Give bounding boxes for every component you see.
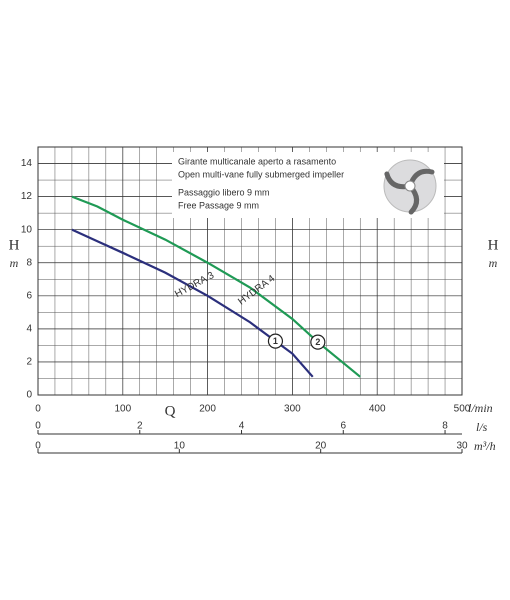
y-tick-label: 10: [21, 224, 33, 235]
x2-tick-label: 8: [442, 421, 448, 432]
impeller-icon: [383, 159, 437, 215]
x3-tick-label: 0: [35, 441, 41, 452]
y-tick-label: 8: [26, 257, 32, 268]
x3-unit: m³/h: [474, 439, 496, 453]
curve-marker-label: 2: [315, 337, 320, 347]
y-label-right: H: [488, 237, 499, 253]
series-line: [71, 228, 314, 378]
x-tick-label: 300: [284, 404, 301, 415]
curve-marker: [267, 333, 284, 349]
x3-tick-label: 10: [174, 441, 186, 452]
x-tick-label: 500: [454, 404, 471, 415]
y-label: H: [9, 237, 20, 253]
x-tick-label: 200: [199, 404, 216, 415]
q-label: Q: [165, 403, 176, 419]
x2-tick-label: 2: [137, 421, 143, 432]
x-unit: l/min: [468, 401, 493, 415]
x3-tick-label: 20: [315, 441, 327, 452]
annotation: Open multi-vane fully submerged impeller: [178, 169, 344, 179]
y-unit: m: [10, 256, 19, 270]
x2-unit: l/s: [476, 420, 488, 434]
annotation: Free Passage 9 mm: [178, 200, 259, 210]
y-unit-right: m: [489, 256, 498, 270]
x-tick-label: 100: [114, 404, 131, 415]
y-tick-label: 4: [26, 324, 32, 335]
y-tick-label: 2: [26, 357, 32, 368]
curve-marker: [310, 334, 326, 350]
y-tick-label: 12: [21, 191, 33, 202]
y-tick-label: 14: [21, 158, 33, 169]
curve-marker-label: 1: [273, 336, 278, 346]
x2-tick-label: 4: [239, 421, 245, 432]
x-tick-label: 400: [369, 404, 386, 415]
annotation: Girante multicanale aperto a rasamento: [178, 156, 336, 166]
y-tick-label: 6: [26, 290, 32, 301]
x2-tick-label: 0: [35, 421, 41, 432]
plot-frame: [37, 146, 463, 396]
x2-tick-label: 6: [340, 421, 346, 432]
x3-tick-label: 30: [456, 441, 468, 452]
series-line: [71, 195, 361, 378]
annotation: Passaggio libero 9 mm: [178, 187, 270, 197]
y-tick-label: 0: [26, 390, 32, 401]
impeller-hub: [404, 180, 416, 192]
x-tick-label: 0: [35, 404, 41, 415]
